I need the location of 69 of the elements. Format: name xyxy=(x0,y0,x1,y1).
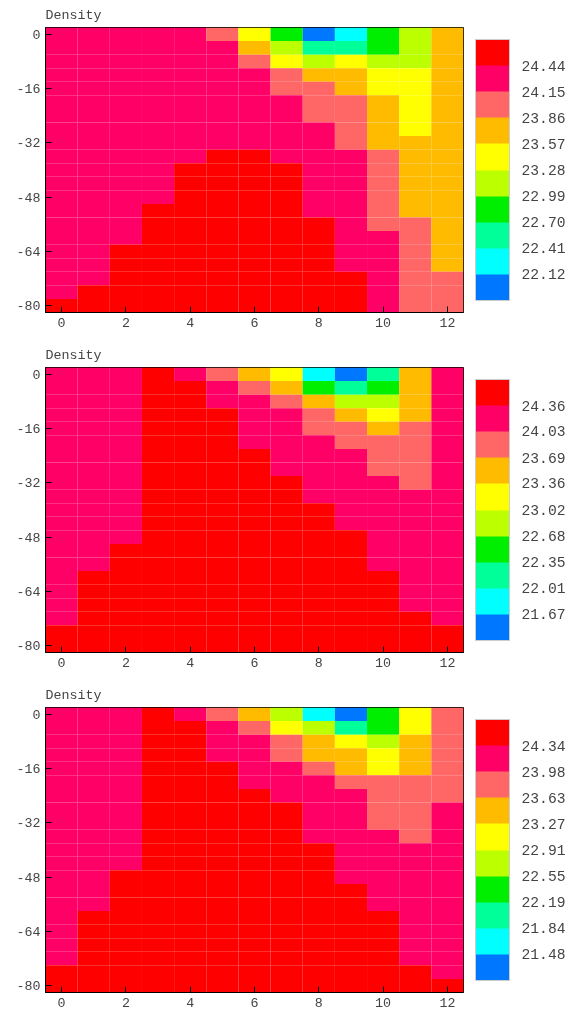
y-tick-label: -64 xyxy=(16,584,41,600)
chart-title: Density xyxy=(45,7,102,23)
color-bar-label: 23.86 xyxy=(521,110,566,127)
x-tick-label: 0 xyxy=(57,315,66,331)
x-tick-label: 10 xyxy=(375,655,392,671)
color-bar-label: 24.44 xyxy=(521,58,566,75)
y-tick-label: 0 xyxy=(32,367,41,383)
x-tick-label: 6 xyxy=(250,655,259,671)
color-bar-label: 22.70 xyxy=(521,215,566,232)
y-tick-label: -64 xyxy=(16,924,41,940)
color-bar-label: 22.55 xyxy=(521,869,566,886)
y-tick-label: -80 xyxy=(16,639,41,655)
x-tick-label: 8 xyxy=(314,315,323,331)
x-tick-label: 4 xyxy=(186,995,195,1011)
y-tick-label: -16 xyxy=(16,82,41,98)
x-tick-label: 2 xyxy=(121,315,130,331)
color-bar-label: 23.98 xyxy=(521,764,566,781)
y-tick-label: -16 xyxy=(16,762,41,778)
x-tick-label: 6 xyxy=(250,315,259,331)
x-tick-label: 12 xyxy=(439,315,456,331)
color-bar-label: 24.03 xyxy=(521,424,566,441)
chart-title: Density xyxy=(45,347,102,363)
x-tick-label: 12 xyxy=(439,995,456,1011)
color-bar-label: 23.02 xyxy=(521,502,566,519)
color-bar-label: 21.48 xyxy=(521,947,566,964)
y-tick-label: -32 xyxy=(16,816,41,832)
y-tick-label: -32 xyxy=(16,136,41,152)
color-bar-label: 22.99 xyxy=(521,189,566,206)
x-tick-label: 0 xyxy=(57,655,66,671)
color-bar-label: 23.27 xyxy=(521,816,566,833)
color-bar-label: 24.36 xyxy=(521,398,566,415)
color-bar-label: 22.19 xyxy=(521,895,566,912)
y-tick-label: -48 xyxy=(16,190,41,206)
x-tick-label: 8 xyxy=(314,995,323,1011)
y-tick-label: -16 xyxy=(16,422,41,438)
x-tick-label: 4 xyxy=(186,655,195,671)
color-bar-label: 24.34 xyxy=(521,738,566,755)
color-bar-label: 22.91 xyxy=(521,843,566,859)
y-tick-label: 0 xyxy=(32,27,41,43)
color-bar-label: 21.84 xyxy=(521,921,566,938)
color-bar-label: 23.36 xyxy=(521,476,566,493)
color-bar-label: 22.01 xyxy=(521,580,566,597)
x-tick-label: 10 xyxy=(375,315,392,331)
color-bar-label: 23.63 xyxy=(521,790,566,807)
x-tick-label: 0 xyxy=(57,995,66,1011)
y-tick-label: 0 xyxy=(32,707,41,723)
color-bar-label: 24.15 xyxy=(521,84,566,101)
color-bar-label: 23.69 xyxy=(521,450,566,467)
color-bar-label: 21.67 xyxy=(521,607,566,624)
y-tick-label: -80 xyxy=(16,979,41,995)
y-tick-label: -32 xyxy=(16,476,41,492)
x-tick-label: 8 xyxy=(314,655,323,671)
x-tick-label: 6 xyxy=(250,995,259,1011)
x-tick-label: 2 xyxy=(121,995,130,1011)
y-tick-label: -48 xyxy=(16,870,41,886)
color-bar-label: 22.41 xyxy=(521,241,566,258)
color-bar-label: 22.35 xyxy=(521,554,566,571)
color-bar-label: 23.28 xyxy=(521,163,566,179)
color-bar-label: 22.12 xyxy=(521,267,566,284)
y-tick-label: -64 xyxy=(16,244,41,260)
color-bar-label: 23.57 xyxy=(521,136,566,153)
y-tick-label: -80 xyxy=(16,299,41,315)
color-bar-label: 22.68 xyxy=(521,528,566,545)
x-tick-label: 2 xyxy=(121,655,130,671)
x-tick-label: 4 xyxy=(186,315,195,331)
x-tick-label: 10 xyxy=(375,995,392,1011)
x-tick-label: 12 xyxy=(439,655,456,671)
chart-title: Density xyxy=(45,687,102,703)
y-tick-label: -48 xyxy=(16,530,41,546)
